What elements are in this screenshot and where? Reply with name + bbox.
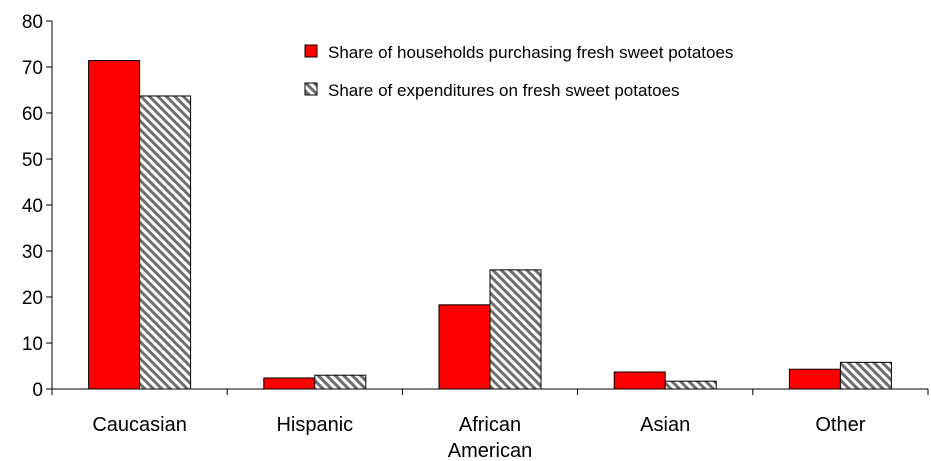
legend-label: Share of expenditures on fresh sweet pot…: [328, 81, 680, 100]
bar-expenditures: [314, 374, 367, 390]
y-tick-label: 20: [22, 288, 43, 309]
chart-legend: Share of households purchasing fresh swe…: [304, 43, 733, 100]
x-category-label: Hispanic: [276, 414, 353, 436]
x-category-label-line: American: [448, 440, 532, 461]
x-category-label-line: African: [459, 414, 521, 436]
bar-households: [88, 60, 141, 390]
bar-households: [263, 377, 316, 390]
bar-households: [438, 304, 491, 390]
bar-expenditures: [839, 361, 892, 390]
y-tick-label: 70: [22, 58, 43, 79]
x-category-label: African American: [448, 414, 532, 461]
bar-households: [788, 368, 841, 390]
y-tick-label: 30: [22, 242, 43, 263]
y-tick-label: 50: [22, 150, 43, 171]
bar-expenditures: [139, 95, 192, 390]
y-tick-label: 80: [22, 12, 43, 33]
legend-swatch: [304, 82, 318, 96]
legend-swatch: [304, 44, 318, 58]
x-category-label-line: Asian: [640, 414, 690, 436]
x-category-label-line: Hispanic: [276, 414, 353, 436]
x-category-label-line: Other: [815, 414, 865, 436]
x-category-label-line: Caucasian: [92, 414, 187, 436]
bar-expenditures: [664, 380, 717, 390]
x-category-label: Caucasian: [92, 414, 187, 436]
bar-households: [613, 371, 666, 390]
y-tick-label: 0: [32, 380, 43, 401]
y-tick-label: 10: [22, 334, 43, 355]
legend-label: Share of households purchasing fresh swe…: [328, 43, 733, 62]
bar-expenditures: [489, 269, 542, 390]
y-tick-label: 40: [22, 196, 43, 217]
x-category-label: Other: [815, 414, 865, 436]
chart-axes: 0 10 20 30 40 50 60 70 80 Caucasian Hispanic Africa…: [22, 12, 929, 461]
chart-bars: [88, 60, 892, 390]
y-tick-label: 60: [22, 104, 43, 125]
x-category-label: Asian: [640, 414, 690, 436]
